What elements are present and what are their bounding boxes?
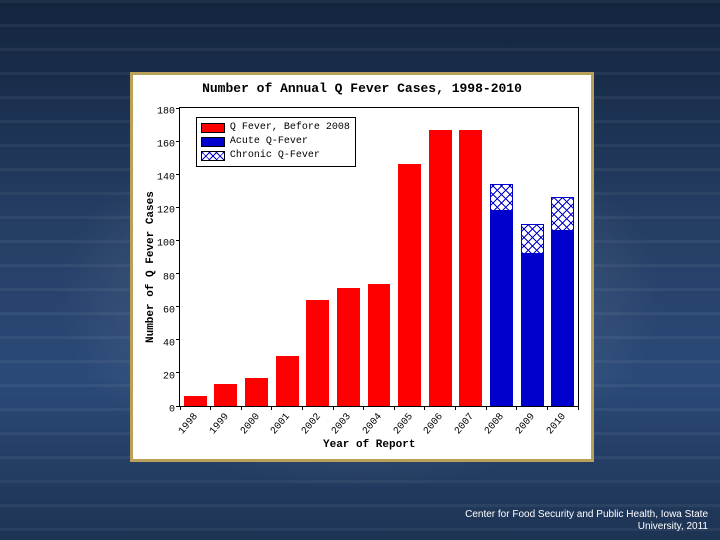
x-tick-mark xyxy=(302,406,303,410)
legend-label: Acute Q-Fever xyxy=(230,136,308,147)
y-tick-mark xyxy=(176,406,180,407)
x-tick-label: 2000 xyxy=(239,412,263,437)
chart-title: Number of Annual Q Fever Cases, 1998-201… xyxy=(133,81,591,96)
y-tick-mark xyxy=(176,108,180,109)
y-tick-mark xyxy=(176,240,180,241)
x-tick-mark xyxy=(180,406,181,410)
x-tick-label: 1998 xyxy=(177,412,201,437)
bar-1998-before2008 xyxy=(184,396,207,406)
x-tick-mark xyxy=(578,406,579,410)
x-tick-label: 2007 xyxy=(453,412,477,437)
bar-2003-before2008 xyxy=(337,288,360,406)
x-tick-label: 2001 xyxy=(269,412,293,437)
x-tick-label: 2010 xyxy=(545,412,569,437)
y-tick-mark xyxy=(176,174,180,175)
x-tick-label: 2002 xyxy=(300,412,324,437)
y-tick-label: 140 xyxy=(145,173,175,184)
slide-background: Number of Annual Q Fever Cases, 1998-201… xyxy=(0,0,720,540)
x-tick-label: 1999 xyxy=(208,412,232,437)
y-tick-mark xyxy=(176,273,180,274)
legend-row: Acute Q-Fever xyxy=(201,135,350,149)
legend-row: Chronic Q-Fever xyxy=(201,149,350,163)
x-tick-mark xyxy=(394,406,395,410)
bar-2009-acute xyxy=(521,254,544,406)
x-tick-label: 2006 xyxy=(422,412,446,437)
y-tick-mark xyxy=(176,207,180,208)
credit-text: Center for Food Security and Public Heal… xyxy=(465,509,708,532)
bar-2001-before2008 xyxy=(276,356,299,406)
bar-2000-before2008 xyxy=(245,378,268,406)
plot-area: 1998199920002001200220032004200520062007… xyxy=(179,107,579,407)
y-tick-mark xyxy=(176,141,180,142)
x-tick-label: 2005 xyxy=(392,412,416,437)
legend-swatch xyxy=(201,151,225,161)
x-tick-mark xyxy=(271,406,272,410)
x-tick-mark xyxy=(424,406,425,410)
x-tick-mark xyxy=(363,406,364,410)
legend-label: Q Fever, Before 2008 xyxy=(230,122,350,133)
y-tick-label: 20 xyxy=(145,371,175,382)
legend-swatch xyxy=(201,123,225,133)
plot-wrap: 1998199920002001200220032004200520062007… xyxy=(179,107,579,407)
bar-2004-before2008 xyxy=(368,284,391,407)
credit-line-2: University, 2011 xyxy=(638,521,708,532)
bar-2010-acute xyxy=(551,231,574,406)
x-tick-mark xyxy=(516,406,517,410)
y-tick-mark xyxy=(176,306,180,307)
x-tick-mark xyxy=(333,406,334,410)
legend-swatch xyxy=(201,137,225,147)
bar-2007-before2008 xyxy=(459,130,482,406)
bar-2008-chronic xyxy=(490,184,513,210)
x-tick-mark xyxy=(210,406,211,410)
y-tick-label: 0 xyxy=(145,405,175,416)
bar-2009-chronic xyxy=(521,224,544,254)
x-tick-label: 2009 xyxy=(514,412,538,437)
bar-2006-before2008 xyxy=(429,130,452,406)
y-axis-label: Number of Q Fever Cases xyxy=(145,191,157,343)
bar-1999-before2008 xyxy=(214,384,237,406)
x-axis-label: Year of Report xyxy=(323,439,415,451)
x-tick-mark xyxy=(455,406,456,410)
bar-2002-before2008 xyxy=(306,300,329,406)
legend-label: Chronic Q-Fever xyxy=(230,150,320,161)
bar-2010-chronic xyxy=(551,197,574,230)
y-tick-label: 160 xyxy=(145,140,175,151)
x-tick-mark xyxy=(547,406,548,410)
x-tick-label: 2004 xyxy=(361,412,385,437)
x-tick-mark xyxy=(241,406,242,410)
legend: Q Fever, Before 2008 Acute Q-Fever Chronic… xyxy=(196,117,356,167)
x-tick-label: 2008 xyxy=(483,412,507,437)
bar-2005-before2008 xyxy=(398,164,421,406)
bar-2008-acute xyxy=(490,211,513,406)
y-tick-label: 180 xyxy=(145,107,175,118)
x-tick-mark xyxy=(486,406,487,410)
y-tick-mark xyxy=(176,372,180,373)
y-tick-mark xyxy=(176,339,180,340)
credit-line-1: Center for Food Security and Public Heal… xyxy=(465,509,708,520)
x-tick-label: 2003 xyxy=(330,412,354,437)
chart-card: Number of Annual Q Fever Cases, 1998-201… xyxy=(130,72,594,462)
legend-row: Q Fever, Before 2008 xyxy=(201,121,350,135)
